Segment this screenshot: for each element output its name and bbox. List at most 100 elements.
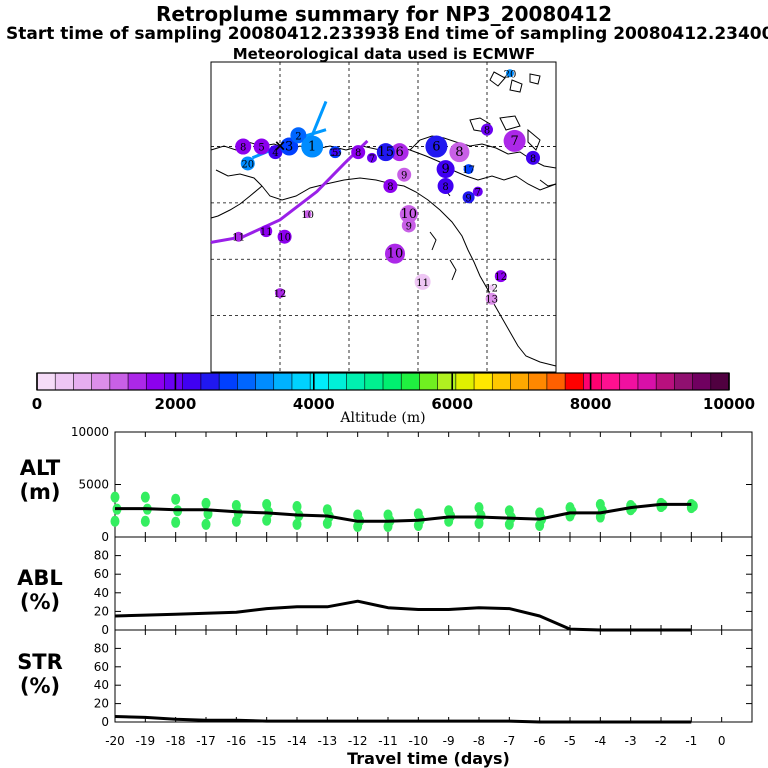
- colorbar-tick-label: 6000: [431, 395, 473, 413]
- start-time-text: Start time of sampling 20080412.233938: [6, 24, 400, 44]
- x-tick-label: -7: [503, 734, 515, 748]
- x-tick-label: -12: [348, 734, 368, 748]
- colorbar-segment: [128, 373, 147, 390]
- x-tick-label: -1: [685, 734, 697, 748]
- abl-label-unit: (%): [19, 590, 61, 614]
- str-panel-frame: [114, 629, 753, 723]
- colorbar-segment: [255, 373, 275, 390]
- colorbar-segment: [91, 373, 111, 390]
- alt-panel-label: ALT (m): [0, 456, 80, 504]
- colorbar-segment: [656, 373, 675, 390]
- map-point-label: 8: [530, 154, 536, 165]
- alt-particle-dot: [171, 516, 181, 528]
- map-point-label: 12: [494, 272, 507, 283]
- map-point: [436, 160, 455, 179]
- alt-particle-dot: [322, 517, 332, 529]
- abl-panel-frame: [114, 536, 753, 631]
- map-point-label: 8: [484, 126, 490, 137]
- x-tick-label: -5: [564, 734, 576, 748]
- y-tick-label: 80: [94, 641, 109, 655]
- colorbar-segment: [583, 373, 603, 390]
- map-point: [481, 123, 493, 136]
- alt-particle-dot: [413, 519, 423, 531]
- map-point-label: 10: [301, 210, 314, 221]
- alt-particle-dot: [504, 518, 514, 530]
- x-tick-label: -15: [257, 734, 277, 748]
- colorbar-tick-label: 4000: [293, 395, 335, 413]
- map-point-label: 10: [401, 207, 418, 222]
- colorbar-segment: [565, 373, 584, 390]
- met-data-text: Meteorological data used is ECMWF: [232, 45, 536, 63]
- alt-particle-dot: [656, 501, 666, 513]
- map-point-label: 12: [485, 283, 498, 294]
- map-point-label: 8: [240, 143, 246, 154]
- map-point-label: 6: [432, 140, 440, 155]
- map-point-label: 9: [406, 221, 412, 232]
- colorbar-segment: [474, 373, 493, 390]
- colorbar-segment: [510, 373, 530, 390]
- colorbar-segment: [219, 373, 238, 390]
- colorbar-segment: [692, 373, 712, 390]
- str-label-name: STR: [17, 650, 63, 674]
- x-axis-label: Travel time (days): [347, 749, 510, 768]
- map-point: [437, 178, 454, 194]
- map-point-label: 8: [355, 148, 361, 159]
- map-point: [290, 127, 307, 144]
- map-point-label: 9: [401, 171, 407, 182]
- map-point-label: 5: [258, 143, 264, 154]
- map-point: [383, 179, 398, 193]
- map-point-label: 3: [285, 140, 293, 155]
- alt-particle-dot: [171, 493, 181, 505]
- x-tick-label: -17: [196, 734, 216, 748]
- colorbar-segment: [55, 373, 74, 390]
- colorbar-segment: [182, 373, 202, 390]
- x-tick-label: -14: [287, 734, 307, 748]
- map-point: [401, 218, 416, 233]
- map-point: [301, 135, 324, 158]
- colorbar-segment: [528, 373, 548, 390]
- map-point: [399, 205, 418, 224]
- colorbar-segment: [328, 373, 348, 390]
- map-point: [253, 138, 270, 155]
- alt-particle-dot: [140, 491, 150, 503]
- colorbar-segment: [674, 373, 694, 390]
- map-point-label: 12: [274, 289, 287, 300]
- y-tick-label: 20: [94, 697, 109, 711]
- colorbar-segment: [437, 373, 457, 390]
- map-point-label: 11: [416, 278, 429, 289]
- abl-label-name: ABL: [17, 566, 63, 590]
- str-panel-label: STR (%): [0, 650, 80, 698]
- map-point: [526, 150, 540, 165]
- y-tick-label: 10000: [71, 425, 109, 439]
- alt-particle-dot: [262, 514, 272, 526]
- str-series-line: [114, 715, 692, 724]
- map-point: [303, 210, 312, 219]
- x-tick-label: -10: [409, 734, 429, 748]
- map-point: [240, 156, 255, 171]
- map-grid: [211, 62, 556, 372]
- map-point-label: 7: [475, 188, 481, 199]
- map-point: [463, 164, 474, 175]
- colorbar-title: Altitude (m): [339, 410, 425, 426]
- map-point-label: 10: [278, 233, 291, 244]
- colorbar-segment: [346, 373, 366, 390]
- colorbar-segment: [364, 373, 384, 390]
- map-point-label: 7: [369, 154, 375, 165]
- map-point-label: 11: [260, 227, 273, 238]
- alt-particle-dot: [110, 515, 120, 527]
- map-point-label: 8: [387, 182, 393, 193]
- map-point: [449, 142, 470, 163]
- map-point: [233, 231, 244, 242]
- colorbar-segment: [73, 373, 93, 390]
- colorbar-segment: [546, 373, 566, 390]
- y-tick-label: 0: [101, 530, 109, 544]
- alt-particle-dot: [353, 521, 363, 532]
- colorbar-segment: [237, 373, 257, 390]
- map-point-label: 11: [232, 233, 245, 244]
- colorbar-segment: [164, 373, 184, 390]
- y-tick-label: 40: [94, 586, 109, 600]
- alt-particle-dot: [110, 491, 120, 503]
- map-point: [235, 138, 252, 155]
